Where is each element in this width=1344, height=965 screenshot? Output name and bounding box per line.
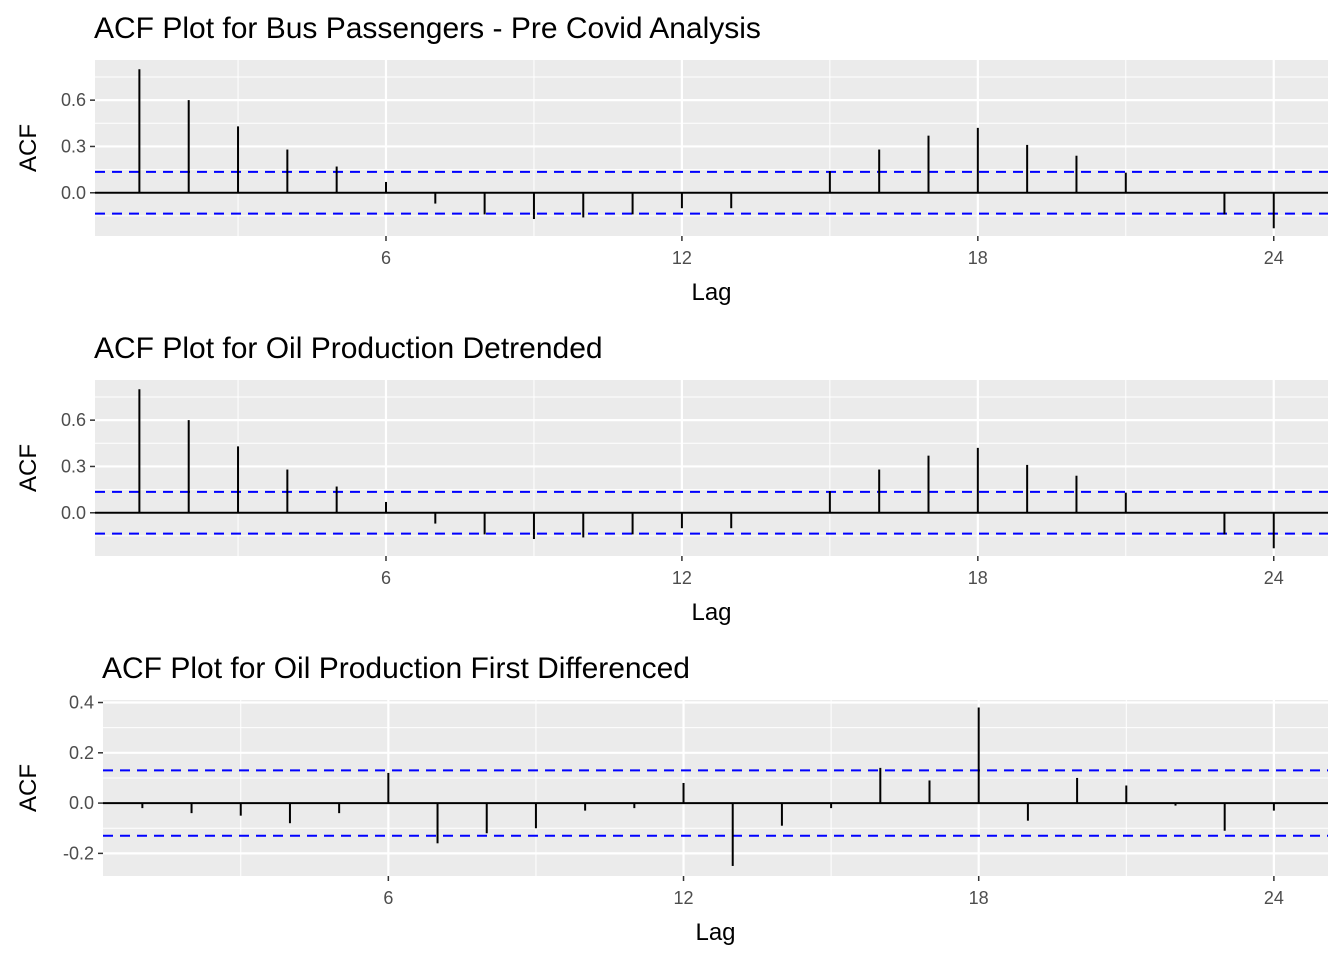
- panel-1-y-axis-title: ACF: [15, 124, 42, 172]
- panel-2-x-axis-title: Lag: [691, 599, 731, 626]
- x-tick-label: 6: [381, 568, 391, 588]
- panel-1-x-axis: 6 12 18 24: [381, 236, 1284, 268]
- x-tick-label: 6: [381, 248, 391, 268]
- x-tick-label: 12: [674, 888, 694, 908]
- acf-panel-3: ACF Plot for Oil Production First Differ…: [15, 652, 1328, 946]
- x-tick-label: 24: [1264, 248, 1284, 268]
- x-tick-label: 12: [672, 568, 692, 588]
- panel-1-y-axis: 0.0 0.3 0.6: [61, 90, 95, 203]
- panel-2-confidence-bounds: [95, 490, 1328, 535]
- panel-3-title: ACF Plot for Oil Production First Differ…: [102, 652, 690, 685]
- y-tick-label: 0.6: [61, 410, 86, 430]
- panel-3-y-axis: -0.2 0.0 0.2 0.4: [63, 693, 103, 863]
- panel-2-acf-bars: [138, 389, 1275, 549]
- y-tick-label: 0.3: [61, 136, 86, 156]
- x-tick-label: 18: [969, 888, 989, 908]
- y-tick-label: 0.4: [69, 693, 94, 713]
- panel-2-title: ACF Plot for Oil Production Detrended: [94, 332, 603, 365]
- panel-2-x-axis: 6 12 18 24: [381, 556, 1284, 588]
- y-tick-label: -0.2: [63, 843, 94, 863]
- panel-3-plot-area: [103, 700, 1328, 876]
- panel-1-confidence-bounds: [95, 170, 1328, 215]
- panel-3-acf-bars: [141, 707, 1275, 866]
- acf-panel-2: ACF Plot for Oil Production Detrended 0.…: [15, 332, 1328, 626]
- x-tick-label: 18: [968, 248, 988, 268]
- panel-3-x-axis: 6 12 18 24: [383, 876, 1284, 908]
- panel-1-title: ACF Plot for Bus Passengers - Pre Covid …: [94, 12, 761, 45]
- panel-3-x-axis-title: Lag: [695, 919, 735, 946]
- panel-1-acf-bars: [138, 69, 1275, 229]
- panel-1-plot-area: [95, 60, 1328, 236]
- y-tick-label: 0.6: [61, 90, 86, 110]
- y-tick-label: 0.2: [69, 743, 94, 763]
- y-tick-label: 0.3: [61, 456, 86, 476]
- y-tick-label: 0.0: [61, 503, 86, 523]
- panel-2-y-axis-title: ACF: [15, 444, 42, 492]
- x-tick-label: 24: [1264, 568, 1284, 588]
- panel-2-y-axis: 0.0 0.3 0.6: [61, 410, 95, 523]
- panel-3-y-axis-title: ACF: [15, 764, 42, 812]
- panel-1-x-axis-title: Lag: [691, 279, 731, 306]
- y-tick-label: 0.0: [69, 793, 94, 813]
- y-tick-label: 0.0: [61, 183, 86, 203]
- panel-2-plot-area: [95, 380, 1328, 556]
- x-tick-label: 18: [968, 568, 988, 588]
- panel-3-confidence-bounds: [103, 769, 1328, 837]
- x-tick-label: 6: [383, 888, 393, 908]
- x-tick-label: 12: [672, 248, 692, 268]
- acf-panel-1: ACF Plot for Bus Passengers - Pre Covid …: [15, 12, 1328, 306]
- x-tick-label: 24: [1264, 888, 1284, 908]
